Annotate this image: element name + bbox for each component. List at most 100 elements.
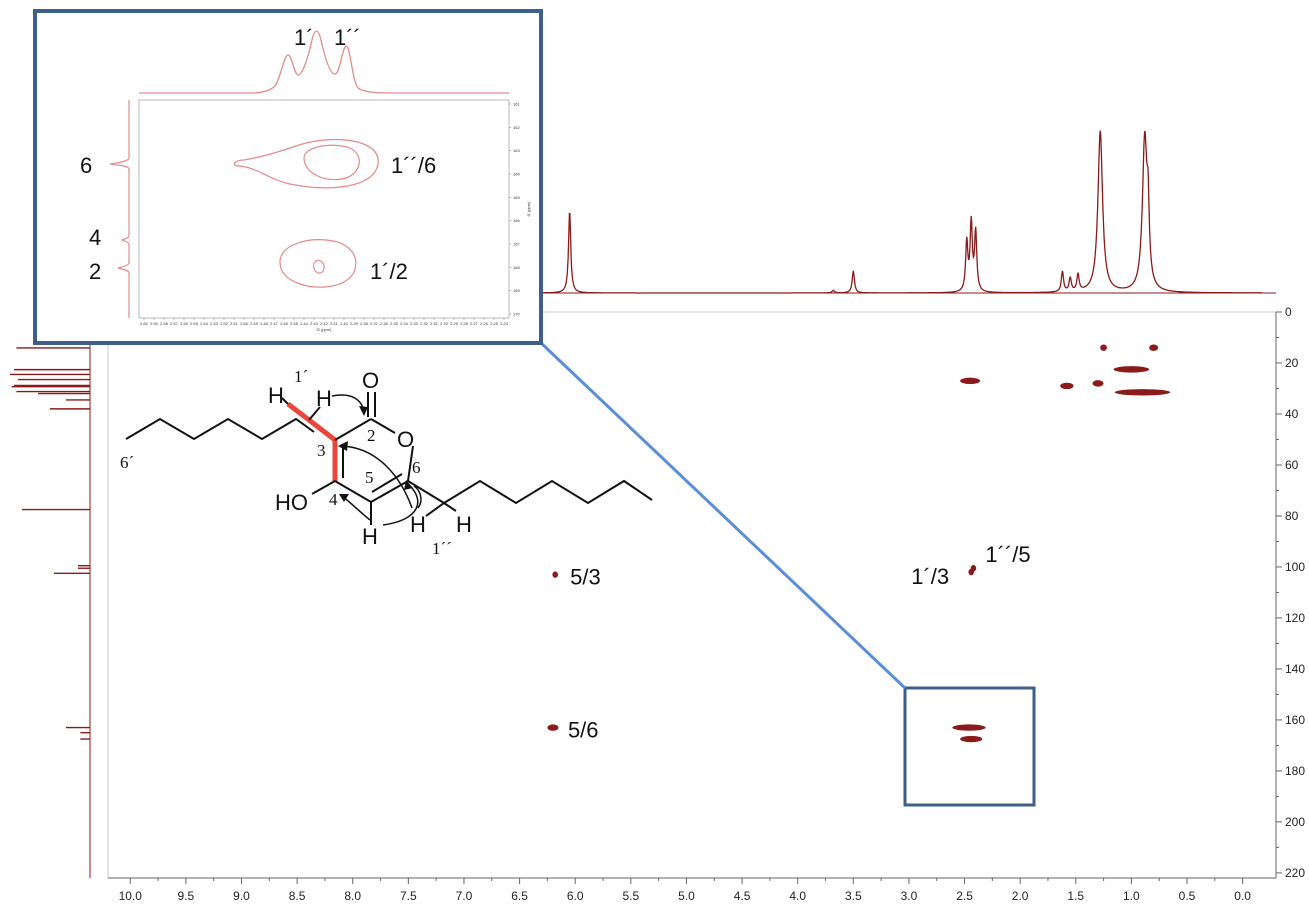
inset-y-tick-label: 167: [513, 242, 520, 247]
atom-ho: HO: [275, 490, 308, 515]
crosspeak-labels: 5/3 5/6 1´/3 1´´/5: [568, 542, 1031, 742]
x-tick-label: 4.0: [789, 889, 806, 903]
inset-x-tick-label: 2.34: [400, 321, 409, 326]
bond-oring-c6: [407, 445, 414, 482]
left-projection-spectrum: [10, 347, 90, 740]
inset-x-tick-label: 2.54: [200, 321, 209, 326]
zoom-box: [903, 686, 1036, 807]
inset-x-tick-label: 2.58: [160, 321, 169, 326]
x-tick-label: 5.5: [622, 889, 639, 903]
inset-x-tick-label: 2.60: [140, 321, 149, 326]
num-3: 3: [317, 441, 326, 460]
inset-x-tick-label: 2.33: [410, 321, 419, 326]
num-2: 2: [367, 426, 376, 445]
inset-x-tick-label: 2.30: [440, 321, 449, 326]
inset-y-tick-label: 161: [513, 102, 520, 107]
inset-x-tick-label: 2.41: [330, 321, 339, 326]
x-tick-label: 9.0: [233, 889, 250, 903]
hmbc-arrow-2: [341, 445, 413, 509]
inset-x-tick-label: 2.26: [480, 321, 489, 326]
atom-h-c1pp-left: H: [410, 512, 426, 537]
atom-o-ring: O: [397, 427, 414, 452]
molecule-structure: O O HO H H H H H 1´ 2 3 4 5 6 6´ 1´´: [120, 367, 653, 558]
y-tick-label: 20: [1285, 356, 1299, 370]
x-tick-label: 2.5: [956, 889, 973, 903]
num-5: 5: [365, 468, 374, 487]
inset-x-tick-label: 2.27: [470, 321, 479, 326]
inset-label-2: 2: [89, 259, 101, 284]
inset-label-4: 4: [89, 225, 101, 250]
inset-x-ticks: 2.60 2.59 2.58 2.57 2.56 2.55 2.54 2.53 2.52 2.51…: [140, 318, 509, 326]
x-tick-label: 6.0: [567, 889, 584, 903]
inset-x-tick-label: 2.50: [240, 321, 249, 326]
num-4: 4: [329, 490, 338, 509]
bond-c1pp-h: [425, 502, 445, 517]
crosspeak-label: 1´´/5: [985, 542, 1030, 567]
highlight-bond-2: [307, 418, 337, 442]
x-tick-label: 8.5: [289, 889, 306, 903]
inset-y-tick-label: 165: [513, 195, 520, 200]
inset-x-tick-label: 2.36: [380, 321, 389, 326]
bond-c3-c2: [334, 418, 372, 441]
inset-x-tick-label: 2.35: [390, 321, 399, 326]
x-tick-label: 3.0: [901, 889, 918, 903]
inset-label-1pp-6: 1´´/6: [391, 153, 436, 178]
bond-c5-c4: [334, 480, 372, 503]
y-tick-label: 120: [1285, 611, 1305, 625]
x-tick-label: 3.5: [845, 889, 862, 903]
inset-x-tick-label: 2.44: [300, 321, 309, 326]
inset-left-projection: [109, 100, 130, 318]
x-tick-label: 10.0: [119, 889, 143, 903]
num-1pp: 1´´: [432, 539, 452, 558]
inset-x-axis-title: f2 (ppm): [317, 327, 333, 332]
inset-x-tick-label: 2.29: [450, 321, 459, 326]
x-tick-label: 1.5: [1067, 889, 1084, 903]
y-tick-label: 60: [1285, 458, 1299, 472]
inset-top-projection: [139, 30, 509, 94]
inset-y-ticks: 161 162 163 164 165 166 167 168 169 170: [509, 102, 520, 317]
inset-x-tick-label: 2.43: [310, 321, 319, 326]
crosspeak: [970, 565, 977, 572]
inset-y-axis-title: f1 (ppm): [526, 201, 531, 217]
x-tick-label: 8.0: [344, 889, 361, 903]
crosspeak-label: 5/6: [568, 718, 599, 743]
crosspeak: [960, 377, 981, 385]
inset-x-tick-label: 2.46: [280, 321, 289, 326]
crosspeaks: [547, 344, 1171, 743]
zoom-connector: [539, 341, 907, 690]
inset-contour-inner-6: [303, 144, 360, 181]
x-tick-label: 0.0: [1234, 889, 1251, 903]
hmbc-arrow-5: [413, 485, 422, 509]
crosspeak: [552, 571, 558, 578]
bond-c4-oh: [311, 480, 336, 495]
chain-left: [125, 417, 315, 441]
x-tick-label: 1.0: [1123, 889, 1140, 903]
inset-x-tick-label: 2.39: [350, 321, 359, 326]
crosspeak: [1060, 382, 1074, 390]
x-tick-label: 0.5: [1179, 889, 1196, 903]
inset-y-tick-label: 169: [513, 288, 520, 293]
crosspeak: [952, 724, 986, 731]
x-axis-ticks: 10.0 9.5 9.0 8.5 8.0 7.5 7.0 6.5 6.0 5.5 5.0 4.5 4.0…: [119, 878, 1251, 903]
inset-x-tick-label: 2.37: [370, 321, 379, 326]
inset-x-tick-label: 2.55: [190, 321, 199, 326]
arrowhead-1: [359, 406, 368, 416]
bond-c1p-h-left: [281, 397, 289, 405]
x-tick-label: 7.0: [456, 889, 473, 903]
inset-contour-outer-2: [279, 239, 357, 288]
x-tick-label: 6.5: [511, 889, 528, 903]
highlight-bond-1: [286, 402, 311, 422]
crosspeak-label: 5/3: [570, 565, 601, 590]
inset-x-tick-label: 2.53: [210, 321, 219, 326]
crosspeak: [1114, 389, 1171, 396]
inset-x-tick-label: 2.59: [150, 321, 159, 326]
y-axis-ticks: 0 20 40 60 80 100 120 140 160 180 200 220: [1276, 305, 1305, 880]
inset-contour-outer-6: [233, 138, 379, 189]
atom-h-left: H: [268, 383, 284, 408]
inset-x-tick-label: 2.31: [430, 321, 439, 326]
inset-y-tick-label: 170: [513, 312, 520, 317]
crosspeak: [1149, 344, 1159, 351]
y-tick-label: 180: [1285, 764, 1305, 778]
x-tick-label: 7.5: [400, 889, 417, 903]
hmbc-arrow-1: [331, 394, 365, 413]
